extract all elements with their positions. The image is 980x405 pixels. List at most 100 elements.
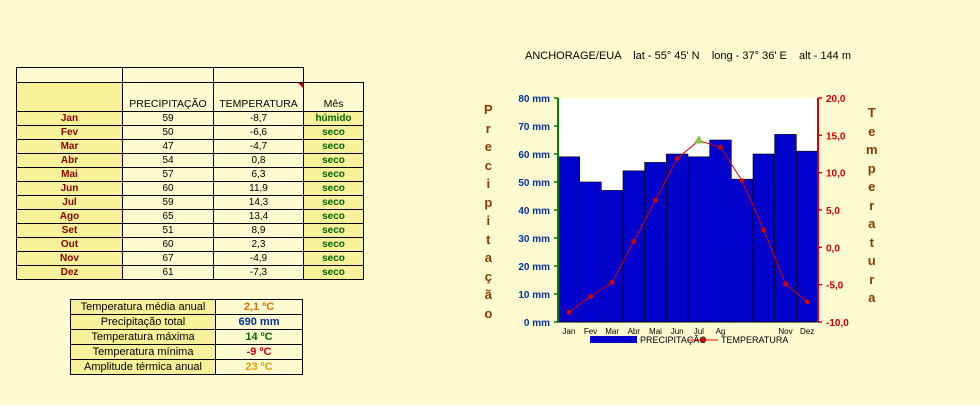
header-blank-cell xyxy=(16,67,123,83)
precip-bar xyxy=(752,153,775,323)
precip-bar xyxy=(601,190,624,323)
summary-row: Temperatura máxima 14 ºC xyxy=(70,329,303,345)
temperature-point xyxy=(761,227,767,233)
status-cell: seco xyxy=(303,209,364,224)
x-tick-label: Nov xyxy=(778,327,792,336)
right-tick-label: 15,0 xyxy=(826,131,846,142)
temp-cell: -7,3 xyxy=(213,265,304,280)
x-tick-label: Jan xyxy=(562,327,575,336)
left-tick-label: 30 mm xyxy=(518,234,550,245)
summary-value: 690 mm xyxy=(215,314,303,330)
summary-label: Temperatura máxima xyxy=(70,329,216,345)
precip-bar xyxy=(709,139,732,323)
legend-temp-marker xyxy=(700,337,706,343)
status-cell: seco xyxy=(303,251,364,266)
x-tick-label: Mar xyxy=(605,327,619,336)
temperature-point xyxy=(653,197,658,203)
left-tick-label: 40 mm xyxy=(518,206,550,217)
legend-precip-swatch xyxy=(590,336,637,343)
temperature-line xyxy=(568,140,808,313)
summary-label: Temperatura mínima xyxy=(70,344,216,360)
status-cell: seco xyxy=(303,167,364,182)
right-tick-label: -5,0 xyxy=(826,281,844,292)
status-cell: seco xyxy=(303,265,364,280)
month-cell: Out xyxy=(16,237,123,252)
header-blank-cell xyxy=(122,67,214,83)
x-tick-label: Mai xyxy=(649,327,662,336)
legend-temp-label: TEMPERATURA xyxy=(721,335,788,345)
precip-bar xyxy=(731,178,754,323)
precip-bar xyxy=(666,153,689,323)
month-cell: Fev xyxy=(16,125,123,140)
right-tick-label: 10,0 xyxy=(826,169,846,180)
status-cell: seco xyxy=(303,223,364,238)
table-row: Set 51 8,9 seco xyxy=(16,223,364,238)
temperature-point xyxy=(566,309,572,315)
x-tick-label: Dez xyxy=(800,327,814,336)
precip-bar xyxy=(622,170,645,323)
left-tick-label: 60 mm xyxy=(518,150,550,161)
right-tick-label: -10,0 xyxy=(826,318,849,329)
left-tick-label: 70 mm xyxy=(518,122,550,133)
right-tick-label: 5,0 xyxy=(826,206,840,217)
left-tick-label: 50 mm xyxy=(518,178,550,189)
temperature-point xyxy=(674,155,680,161)
summary-value: -9 ºC xyxy=(215,344,303,360)
temperature-point xyxy=(718,144,723,150)
x-tick-label: Ag xyxy=(716,327,726,336)
table-row: Nov 67 -4,9 seco xyxy=(16,251,364,266)
legend-precip-label: PRECIPITAÇÃO xyxy=(640,335,706,345)
summary-label: Amplitude térmica anual xyxy=(70,359,216,375)
table-row: Fev 50 -6,6 seco xyxy=(16,125,364,140)
left-tick-label: 10 mm xyxy=(518,290,550,301)
x-tick-label: Jun xyxy=(671,327,684,336)
precip-bar xyxy=(579,181,602,323)
temperature-point xyxy=(783,281,788,287)
temperature-point xyxy=(804,299,810,305)
table-body: Jan 59 -8,7 húmido Fev 50 -6,6 seco Mar 47 -4,7 sec… xyxy=(16,111,364,280)
summary-row: Precipitação total 690 mm xyxy=(70,314,303,330)
summary-label: Precipitação total xyxy=(70,314,216,330)
temperature-point xyxy=(693,135,704,144)
table-row: Ago 65 13,4 seco xyxy=(16,209,364,224)
summary-value: 23 ºC xyxy=(215,359,303,375)
right-tick-label: 0,0 xyxy=(826,243,840,254)
table-row: Out 60 2,3 seco xyxy=(16,237,364,252)
precip-bar xyxy=(687,156,710,323)
summary-label: Temperatura média anual xyxy=(70,299,216,315)
month-cell: Ago xyxy=(16,209,123,224)
status-cell: húmido xyxy=(303,111,364,126)
table-row: Dez 61 -7,3 seco xyxy=(16,265,364,280)
temperature-point xyxy=(609,279,615,285)
month-cell: Mar xyxy=(16,139,123,154)
x-tick-label: Fev xyxy=(584,327,597,336)
header-blank-cell xyxy=(303,67,364,83)
x-tick-label: Jul xyxy=(694,327,704,336)
left-tick-label: 20 mm xyxy=(518,262,550,273)
climate-table: PRECIPITAÇÃO TEMPERATURA Mês Jan 59 -8,7 hú… xyxy=(16,67,364,280)
summary-row: Temperatura média anual 2,1 ºC xyxy=(70,299,303,315)
status-cell: seco xyxy=(303,125,364,140)
precip-bar xyxy=(557,156,580,323)
table-row: Jul 59 14,3 seco xyxy=(16,195,364,210)
summary-value: 2,1 ºC xyxy=(215,299,303,315)
month-cell: Jan xyxy=(16,111,123,126)
precip-bar xyxy=(774,134,797,323)
summary-table: Temperatura média anual 2,1 ºC Precipitaçã… xyxy=(70,299,303,375)
precip-bar xyxy=(796,150,819,323)
temperature-point xyxy=(588,294,593,300)
month-cell: Nov xyxy=(16,251,123,266)
status-column-header: Mês xyxy=(303,82,364,112)
month-cell: Jun xyxy=(16,181,123,196)
header-blank-cell xyxy=(16,82,123,112)
temp-column-header: TEMPERATURA xyxy=(213,82,304,112)
temperature-point xyxy=(739,178,745,184)
summary-value: 14 ºC xyxy=(215,329,303,345)
summary-row: Amplitude térmica anual 23 ºC xyxy=(70,359,303,375)
left-tick-label: 80 mm xyxy=(518,94,550,105)
x-tick-label: Abr xyxy=(628,327,641,336)
precip-column-header: PRECIPITAÇÃO xyxy=(122,82,214,112)
right-tick-label: 20,0 xyxy=(826,94,846,105)
header-blank-cell xyxy=(213,67,304,83)
